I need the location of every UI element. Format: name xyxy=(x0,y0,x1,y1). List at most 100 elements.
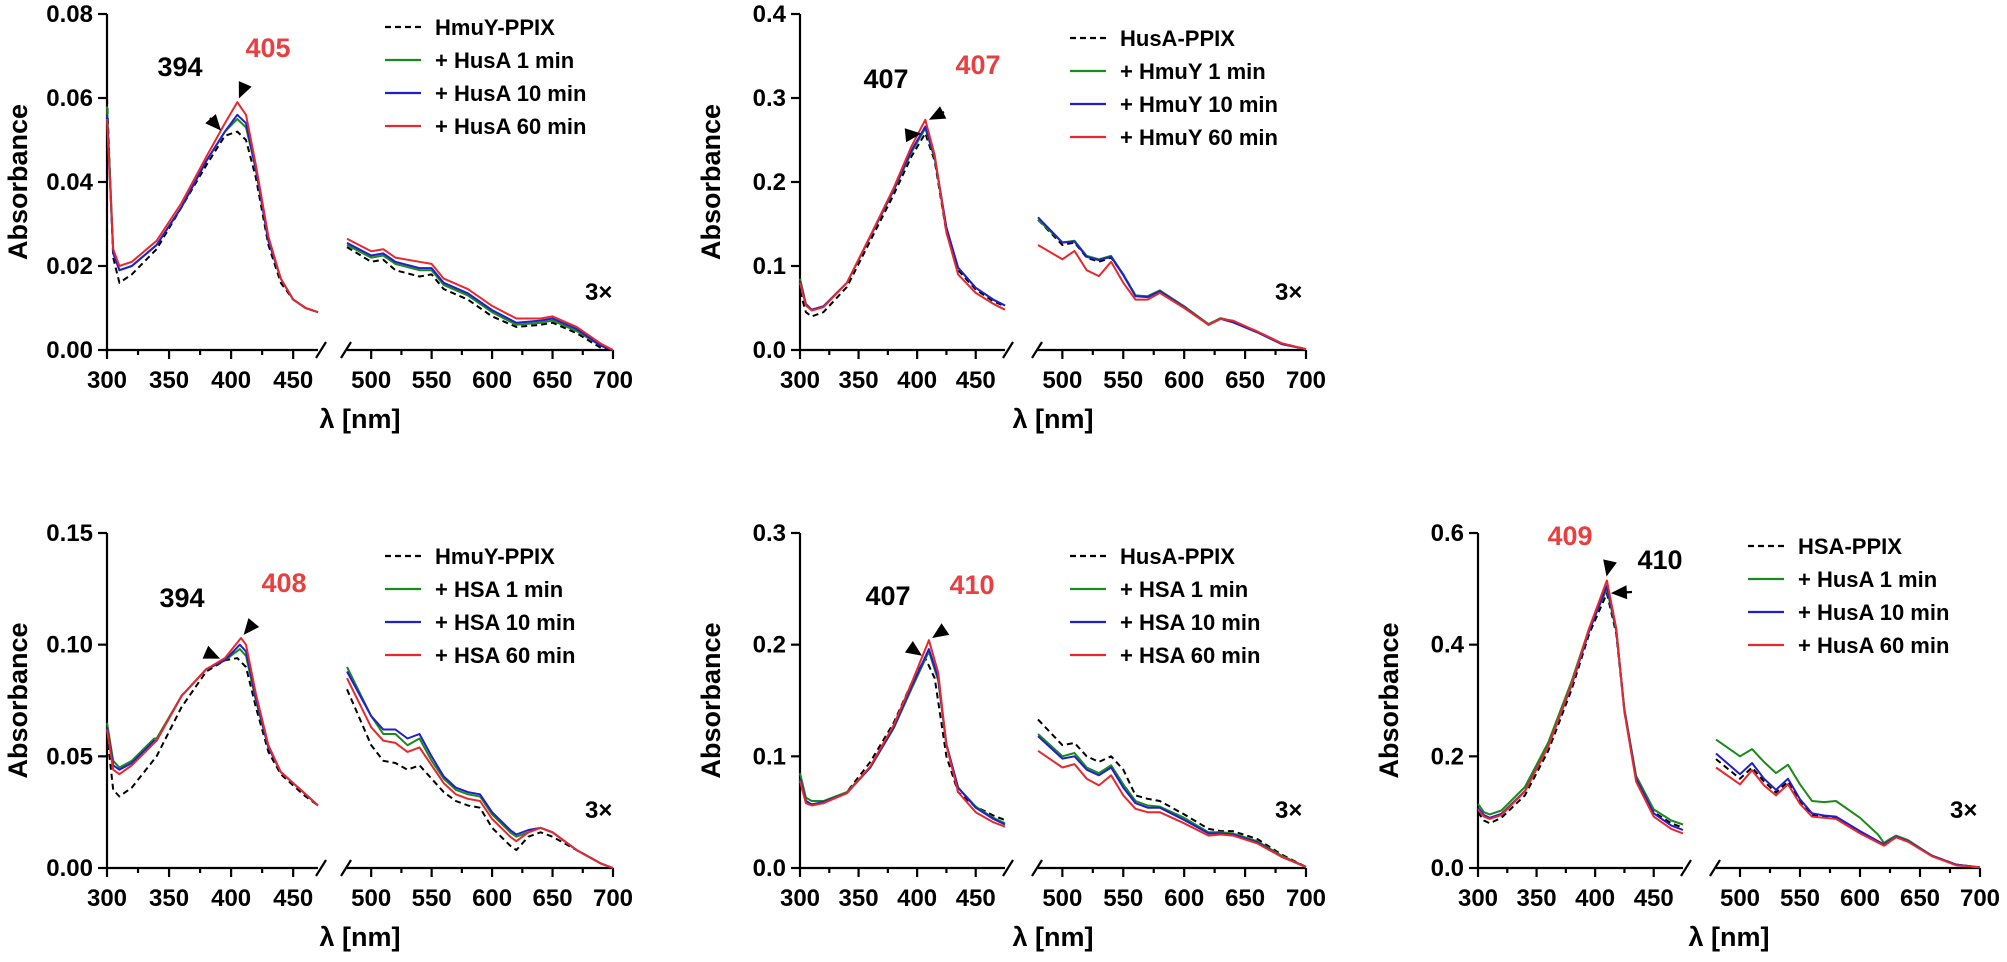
x-tick-label: 400 xyxy=(897,367,937,394)
y-axis-title: Absorbance xyxy=(696,622,726,778)
series-line-visible xyxy=(1037,733,1307,868)
x-tick-label: 500 xyxy=(351,367,391,394)
x-tick-label: 350 xyxy=(1517,885,1557,912)
x-tick-label: 700 xyxy=(593,367,633,394)
legend-label: + HSA 1 min xyxy=(1120,577,1248,602)
series-line-visible xyxy=(346,244,614,351)
series-line-visible xyxy=(1037,216,1307,351)
y-tick-label: 0.0 xyxy=(753,855,786,882)
x-axis-title: λ [nm] xyxy=(1689,922,1770,952)
y-tick-label: 0.6 xyxy=(1431,520,1464,547)
x-tick-label: 450 xyxy=(273,885,313,912)
x-tick-label: 650 xyxy=(533,885,573,912)
series-line-visible xyxy=(346,677,614,869)
y-tick-label: 0.08 xyxy=(46,1,93,28)
scale-multiplier-label: 3× xyxy=(1275,797,1302,824)
peak-arrow-head xyxy=(928,106,947,120)
y-axis-title: Absorbance xyxy=(3,104,33,260)
scale-multiplier-label: 3× xyxy=(1950,797,1977,824)
x-tick-label: 700 xyxy=(1286,885,1326,912)
peak-annotation-label: 408 xyxy=(261,568,306,598)
x-tick-label: 500 xyxy=(351,885,391,912)
y-tick-label: 0.1 xyxy=(753,743,786,770)
series-line-visible xyxy=(1037,244,1307,351)
peak-annotation-label: 407 xyxy=(863,64,908,94)
y-tick-label: 0.4 xyxy=(1431,632,1465,659)
x-axis-title: λ [nm] xyxy=(320,922,401,952)
series-line-uv xyxy=(799,648,1006,826)
legend-label: + HusA 1 min xyxy=(435,48,574,73)
x-tick-label: 400 xyxy=(211,885,251,912)
y-tick-label: 0.06 xyxy=(46,85,93,112)
axis-break-mark xyxy=(340,341,352,359)
peak-annotation-label: 410 xyxy=(949,570,994,600)
series-line-uv xyxy=(1477,579,1684,835)
y-tick-label: 0.4 xyxy=(753,1,787,28)
legend-label: HmuY-PPIX xyxy=(435,15,555,40)
x-tick-label: 450 xyxy=(956,885,996,912)
axis-break-mark xyxy=(1680,859,1692,877)
x-axis-title: λ [nm] xyxy=(320,404,401,434)
chart-panel-4: 0.0 0.1 0.2 0.3 Absorbance 300 350 400 450 500 550… xyxy=(696,520,1326,952)
series-line-visible xyxy=(1037,219,1307,351)
series-line-visible xyxy=(1037,749,1307,868)
peak-annotation-label: 409 xyxy=(1547,521,1592,551)
y-tick-label: 0.04 xyxy=(46,169,93,196)
legend-label: + HSA 10 min xyxy=(435,610,575,635)
series-line-visible xyxy=(1037,718,1307,868)
x-tick-label: 350 xyxy=(149,885,189,912)
x-tick-label: 550 xyxy=(412,885,452,912)
x-tick-label: 400 xyxy=(1575,885,1615,912)
peak-arrow-head xyxy=(202,645,221,659)
series-line-uv xyxy=(799,125,1006,311)
peak-arrow-head xyxy=(205,114,222,131)
peak-annotation-label: 394 xyxy=(157,52,202,82)
axis-break-mark xyxy=(1031,859,1043,877)
series-line-visible xyxy=(1715,766,1981,869)
peak-arrow-head xyxy=(932,623,950,638)
y-axis-title: Absorbance xyxy=(696,104,726,260)
series-line-uv xyxy=(1477,587,1684,826)
legend-label: HusA-PPIX xyxy=(1120,544,1235,569)
legend-label: + HmuY 60 min xyxy=(1120,125,1278,150)
legend-label: HSA-PPIX xyxy=(1798,534,1902,559)
series-line-visible xyxy=(1715,738,1981,869)
x-tick-label: 650 xyxy=(533,367,573,394)
y-tick-label: 0.2 xyxy=(753,169,786,196)
x-tick-label: 600 xyxy=(472,885,512,912)
x-tick-label: 450 xyxy=(1634,885,1674,912)
x-tick-label: 550 xyxy=(1103,367,1143,394)
x-tick-label: 450 xyxy=(273,367,313,394)
peak-arrow-head xyxy=(1603,559,1617,577)
series-line-uv xyxy=(106,657,319,807)
series-line-visible xyxy=(346,666,614,869)
series-line-uv xyxy=(799,657,1006,821)
y-tick-label: 0.0 xyxy=(1431,855,1464,882)
x-tick-label: 350 xyxy=(149,367,189,394)
series-line-visible xyxy=(346,671,614,869)
legend-label: + HmuY 10 min xyxy=(1120,92,1278,117)
x-tick-label: 500 xyxy=(1042,885,1082,912)
y-tick-label: 0.15 xyxy=(46,520,93,547)
y-axis-title: Absorbance xyxy=(1374,622,1404,778)
y-tick-label: 0.05 xyxy=(46,743,93,770)
x-tick-label: 550 xyxy=(1780,885,1820,912)
y-tick-label: 0.3 xyxy=(753,85,786,112)
series-line-visible xyxy=(1037,735,1307,868)
legend: HusA-PPIX + HmuY 1 min + HmuY 10 min + HmuY… xyxy=(1070,26,1278,150)
x-tick-label: 300 xyxy=(780,885,820,912)
chart-panel-3: 0.00 0.05 0.10 0.15 Absorbance 300 350 400 450 50… xyxy=(3,520,633,952)
legend: HmuY-PPIX + HusA 1 min + HusA 10 min + HusA… xyxy=(385,15,586,139)
series-line-uv xyxy=(799,650,1006,825)
legend-label: HusA-PPIX xyxy=(1120,26,1235,51)
axis-break-mark xyxy=(315,859,327,877)
peak-arrow-head xyxy=(243,618,260,635)
y-tick-label: 0.3 xyxy=(753,520,786,547)
series-line-visible xyxy=(346,688,614,869)
x-tick-label: 650 xyxy=(1225,885,1265,912)
x-axis-title: λ [nm] xyxy=(1013,404,1094,434)
x-tick-label: 550 xyxy=(1103,885,1143,912)
x-tick-label: 450 xyxy=(956,367,996,394)
series-line-uv xyxy=(799,639,1006,828)
